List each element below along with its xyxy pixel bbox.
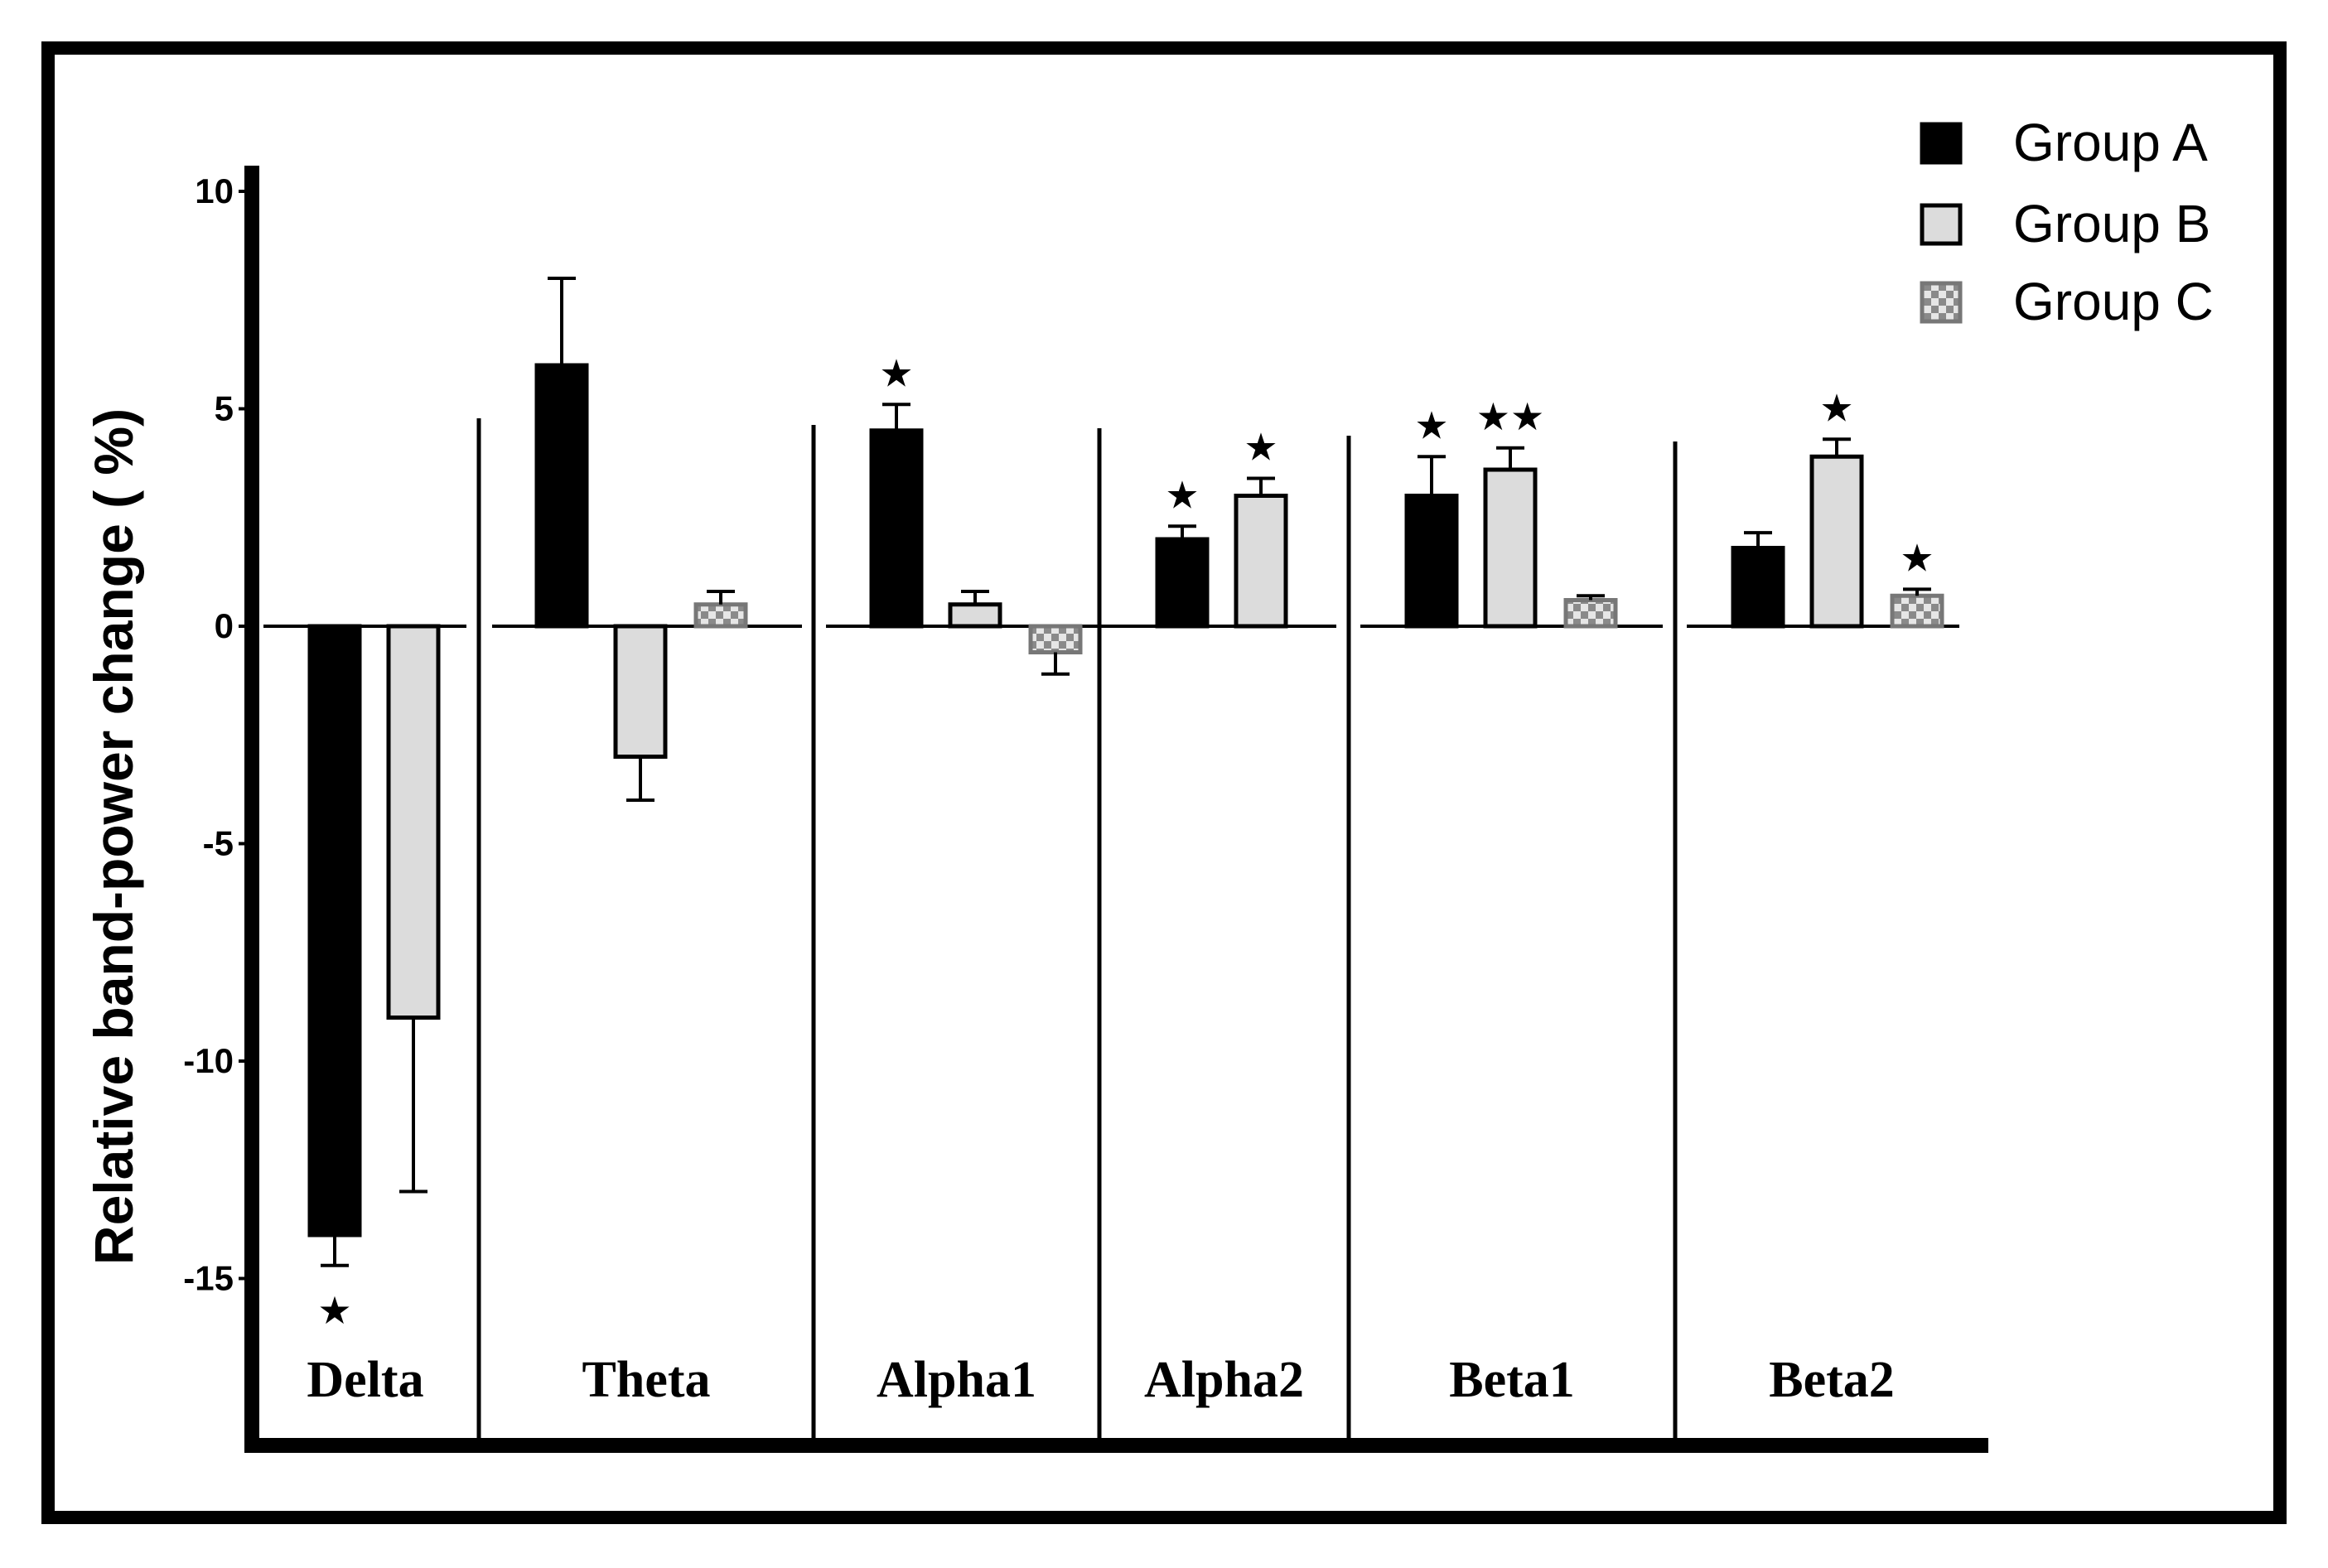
significance-marker-group-a-alpha1: ★ [879,350,913,395]
bar-group-a-beta2 [1731,546,1785,629]
bar-group-a-alpha1 [869,428,924,629]
bar-group-b-theta [613,624,668,759]
legend-swatch-group-b [1920,203,1963,246]
significance-marker-group-b-beta2: ★ [1819,385,1853,430]
bar-group-c-beta2 [1890,593,1944,629]
y-tick-label: 10 [195,171,234,210]
category-label-beta1: Beta1 [1449,1352,1575,1408]
legend-label-group-b: Group B [2013,194,2210,253]
bar-group-c-theta [693,602,748,629]
y-tick-label: 0 [215,606,234,645]
bar-group-c-beta1 [1563,598,1618,629]
bar-group-b-alpha1 [948,602,1002,629]
legend-swatch-group-c [1920,281,1963,324]
y-tick-label: -5 [203,824,234,863]
category-label-theta: Theta [582,1352,711,1408]
bar-group-b-beta2 [1809,454,1864,629]
significance-marker-group-c-beta2: ★ [1900,535,1934,580]
y-tick-label: -15 [183,1259,234,1298]
significance-marker-group-a-beta1: ★ [1414,403,1448,447]
significance-marker-group-a-alpha2: ★ [1165,472,1199,517]
bar-group-a-theta [534,363,589,629]
legend-swatch-group-a [1920,122,1963,165]
significance-marker-group-b-alpha2: ★ [1244,425,1278,470]
bar-group-a-beta1 [1404,494,1459,629]
bar-group-a-delta [307,624,362,1238]
bar-group-b-delta [386,624,441,1020]
bar-group-b-alpha2 [1234,494,1288,629]
y-axis-title: Relative band-power change ( %) [83,408,144,1265]
bar-group-b-beta1 [1483,467,1538,629]
legend-label-group-c: Group C [2013,272,2214,331]
category-label-beta2: Beta2 [1769,1352,1895,1408]
significance-marker-group-a-delta: ★ [317,1288,351,1333]
category-label-delta: Delta [307,1352,423,1408]
bar-group-a-alpha2 [1155,537,1210,629]
category-label-alpha2: Alpha2 [1144,1352,1304,1408]
significance-marker-group-b-beta1: ★★ [1476,394,1544,439]
y-tick-label: 5 [215,389,234,428]
legend-label-group-a: Group A [2013,113,2208,172]
bar-group-c-alpha1 [1028,624,1083,654]
category-label-alpha1: Alpha1 [877,1352,1036,1408]
y-tick-label: -10 [183,1041,234,1080]
